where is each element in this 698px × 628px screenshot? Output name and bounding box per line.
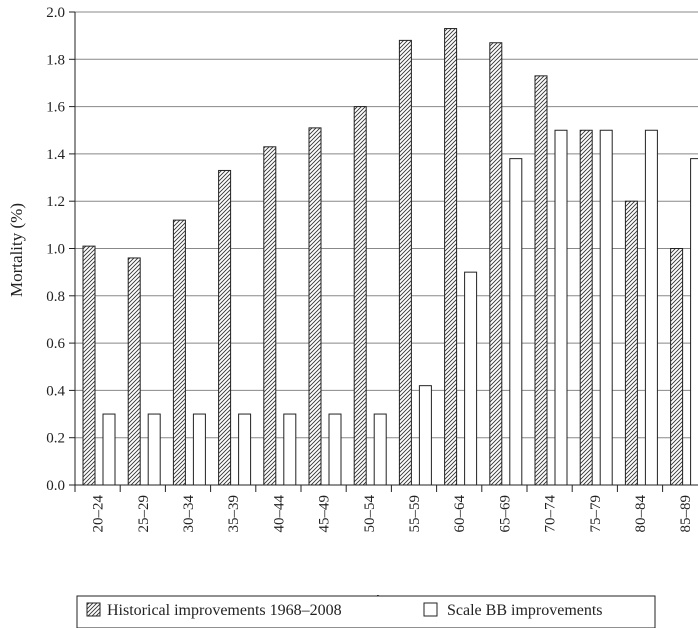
x-tick-label: 35–39	[226, 495, 242, 533]
y-tick-label: 1.4	[46, 147, 65, 163]
bar-scale-bb	[418, 385, 432, 486]
x-tick-label: 65–69	[497, 495, 513, 533]
x-tick-label: 85–89	[678, 495, 694, 533]
tick-labels: 0.0 0.2 0.4 0.6 0.8 1.0 1.2 1.4 1.6 1.8 2.0 20–24 25…	[46, 5, 694, 533]
bar-scale-bb	[554, 129, 568, 486]
bar-historical	[82, 245, 96, 486]
bar-historical	[534, 75, 548, 486]
x-tick-label: 55–59	[407, 495, 423, 533]
bar-scale-bb	[328, 413, 342, 486]
legend-label-historical: Historical improvements 1968–2008	[107, 602, 342, 619]
y-tick-label: 1.2	[46, 194, 65, 210]
x-tick-label: 80–84	[633, 495, 649, 533]
bar-historical	[172, 219, 186, 486]
bar-historical	[308, 127, 322, 486]
axes	[69, 11, 698, 492]
x-tick-label: 70–74	[543, 495, 559, 533]
x-tick-label: 40–44	[271, 495, 287, 533]
y-tick-label: 0.8	[46, 289, 65, 305]
bar-historical	[579, 129, 593, 486]
legend: Historical improvements 1968–2008 Scale …	[76, 595, 656, 628]
bar-historical	[353, 106, 367, 486]
bar-historical	[398, 39, 412, 486]
bar-scale-bb	[509, 158, 523, 486]
x-tick-label: 75–79	[588, 495, 604, 533]
bar-historical	[444, 28, 458, 486]
bar-scale-bb	[147, 413, 161, 486]
bar-scale-bb	[283, 413, 297, 486]
bar-scale-bb	[464, 271, 478, 486]
bars	[82, 28, 698, 486]
bar-historical	[624, 200, 638, 486]
bar-scale-bb	[373, 413, 387, 486]
y-tick-label: 1.6	[46, 100, 65, 116]
bar-scale-bb	[192, 413, 206, 486]
x-tick-label: 50–54	[362, 495, 378, 533]
legend-swatch-historical	[86, 602, 101, 617]
bar-scale-bb	[102, 413, 116, 486]
legend-label-scale-bb: Scale BB improvements	[447, 602, 603, 619]
legend-box	[76, 595, 656, 628]
x-tick-label: 45–49	[317, 495, 333, 533]
bar-scale-bb	[690, 158, 698, 486]
y-tick-label: 1.8	[46, 52, 65, 68]
x-tick-label: 30–34	[181, 495, 197, 533]
bar-historical	[218, 169, 232, 486]
y-tick-label: 0.4	[46, 383, 65, 399]
x-tick-label: 20–24	[91, 495, 107, 533]
bar-scale-bb	[644, 129, 658, 486]
y-axis-title: Mortality (%)	[7, 203, 26, 297]
bar-historical	[489, 42, 503, 486]
bar-scale-bb	[238, 413, 252, 486]
y-tick-label: 0.2	[46, 431, 65, 447]
x-tick-label: 60–64	[452, 495, 468, 533]
bar-historical	[670, 248, 684, 486]
y-tick-label: 2.0	[46, 5, 65, 21]
y-tick-label: 0.6	[46, 336, 65, 352]
y-tick-label: 0.0	[46, 478, 65, 494]
y-tick-label: 1.0	[46, 242, 65, 258]
bar-historical	[127, 257, 141, 486]
x-tick-label: 25–29	[136, 495, 152, 533]
bar-historical	[263, 146, 277, 486]
legend-swatch-scale-bb	[423, 602, 438, 617]
bar-scale-bb	[599, 129, 613, 486]
